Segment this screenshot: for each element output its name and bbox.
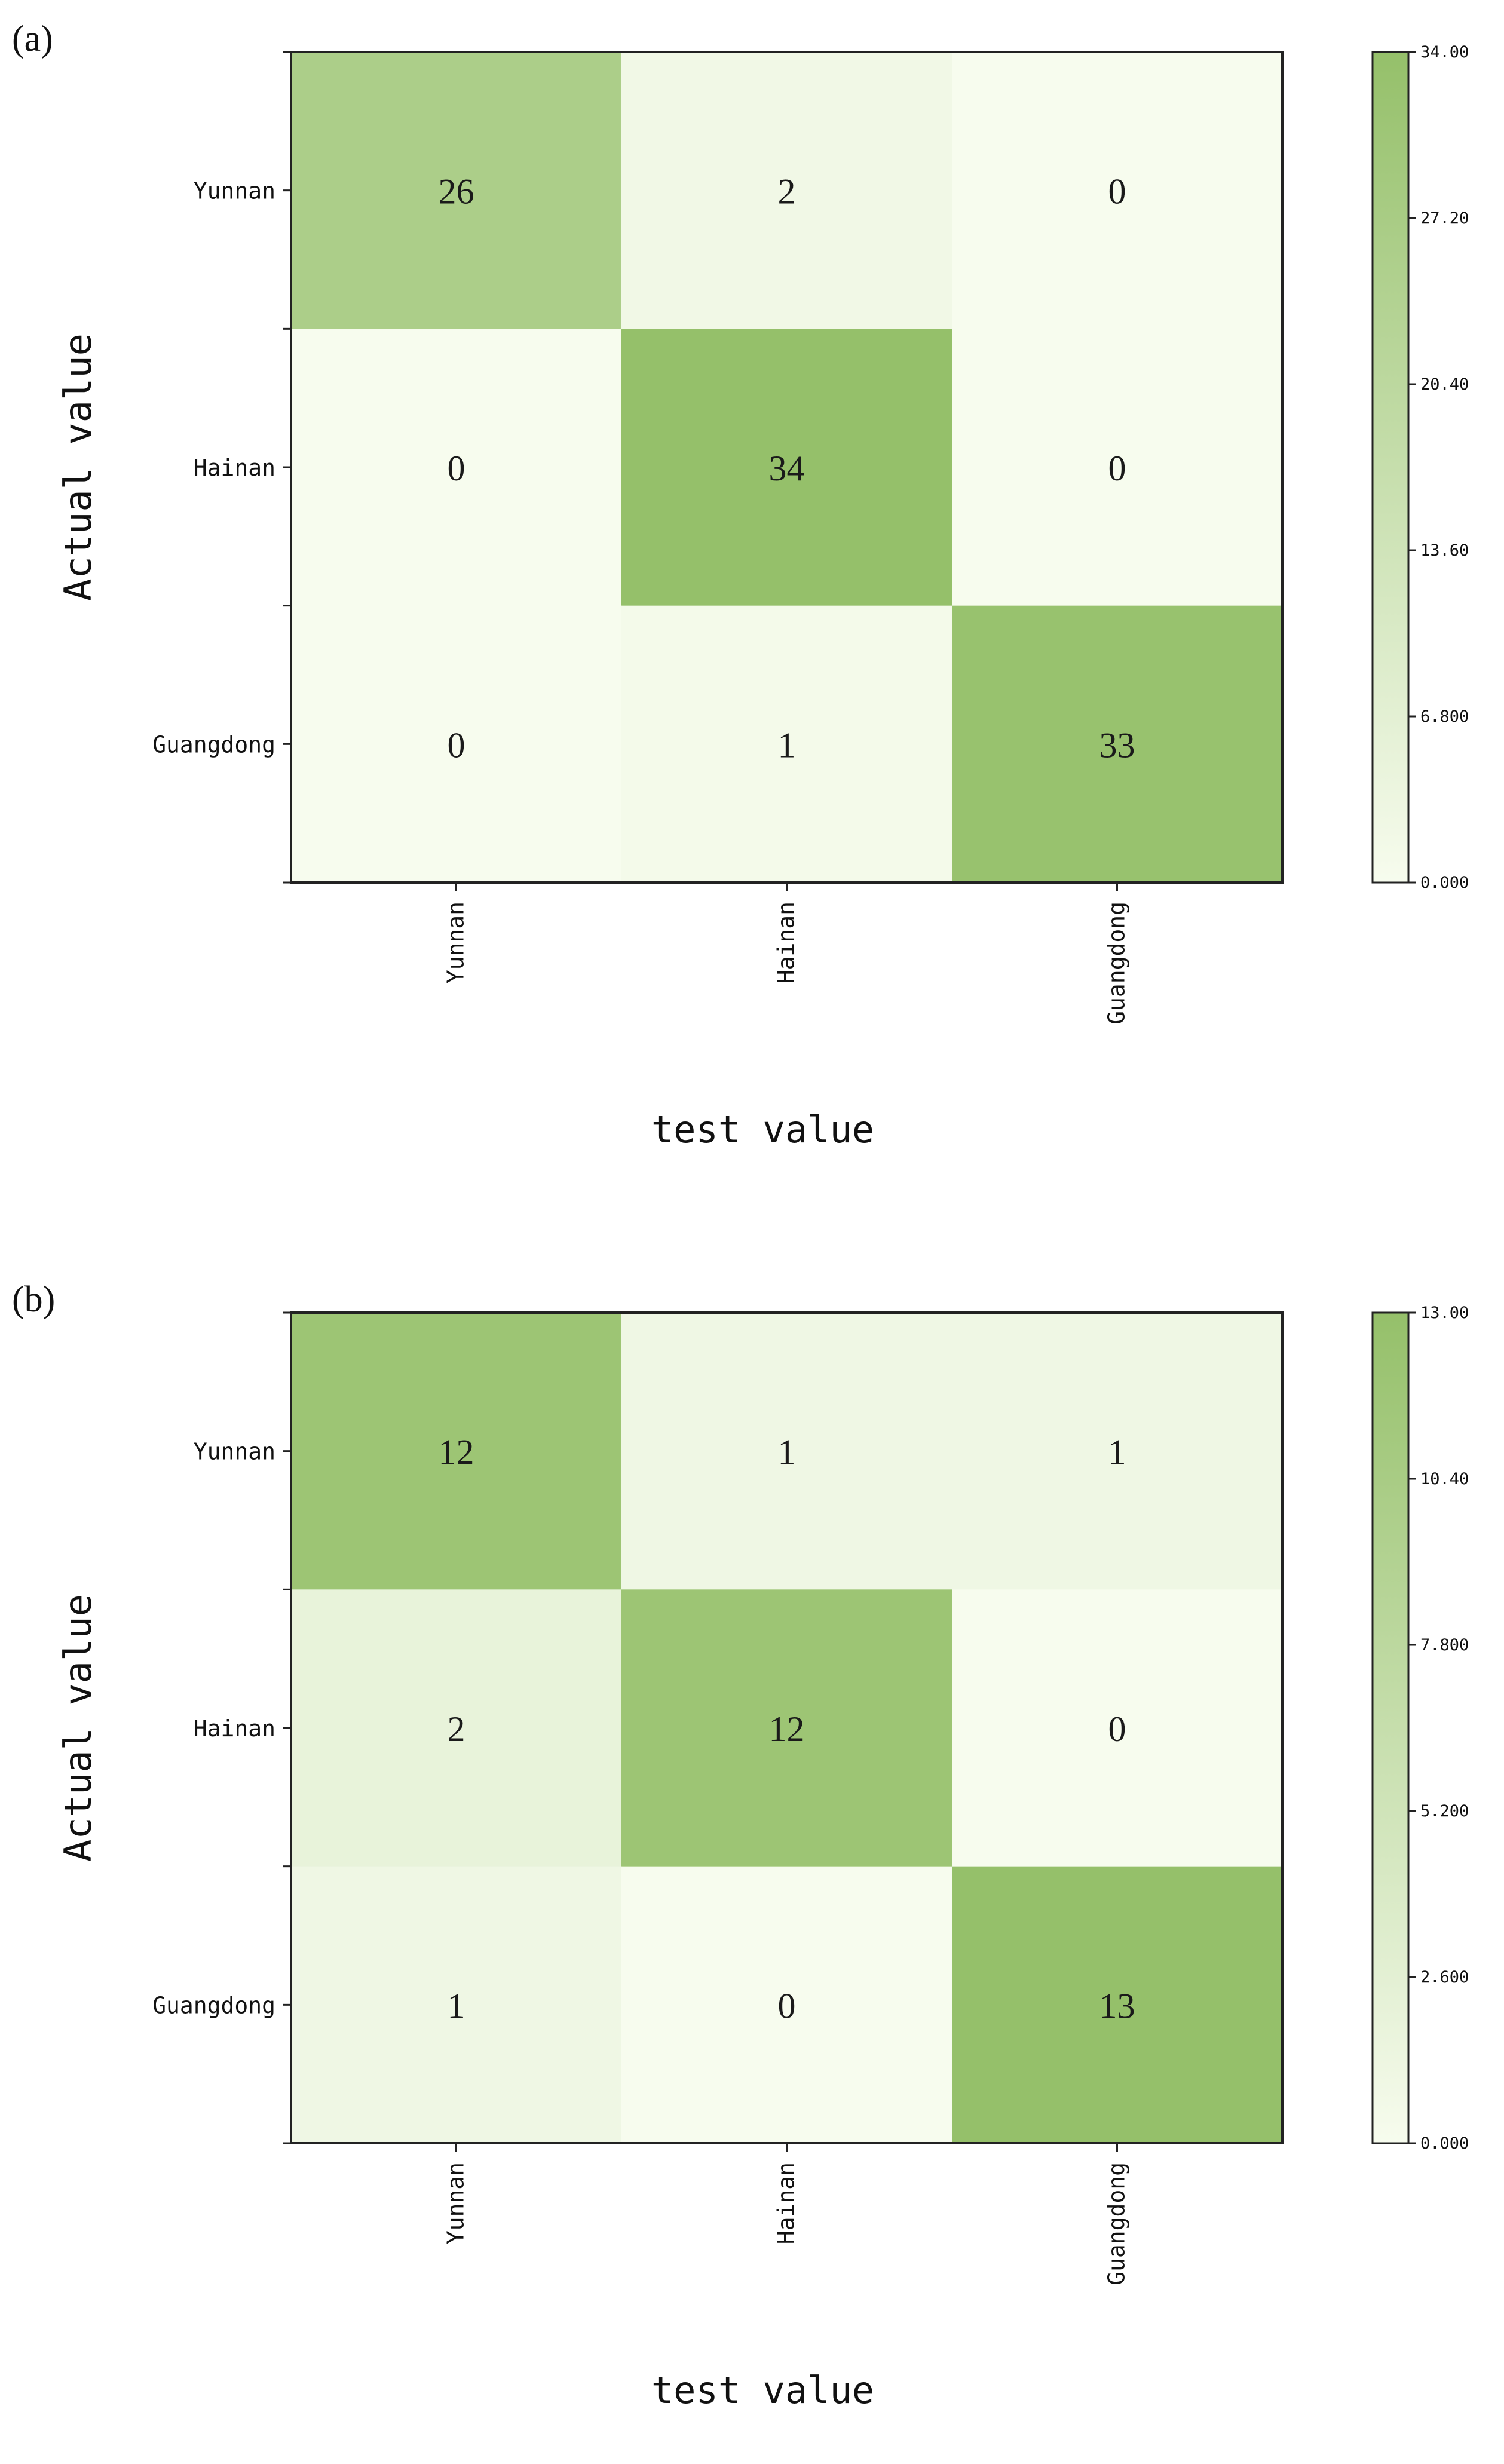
cell-value-label: 26: [439, 172, 474, 212]
cell-value-label: 0: [448, 725, 465, 765]
cell-value-label: 2: [448, 1709, 465, 1749]
y-tick-label: Yunnan: [194, 178, 275, 204]
colorbar-tick-label: 13.00: [1420, 1304, 1469, 1322]
heatmap-cell: [621, 1589, 952, 1867]
heatmap-cell: [621, 329, 952, 606]
colorbar-tick-label: 5.200: [1420, 1802, 1469, 1821]
cell-value-label: 1: [1108, 1433, 1126, 1472]
cell-value-label: 0: [1108, 172, 1126, 212]
heatmap-cell: [621, 52, 952, 329]
y-tick-label: Hainan: [194, 1715, 275, 1742]
cell-value-label: 12: [439, 1433, 474, 1472]
heatmap-cell: [291, 329, 622, 606]
heatmap-cell: [621, 1866, 952, 2144]
colorbar-tick-label: 2.600: [1420, 1968, 1469, 1987]
heatmap-cell: [291, 1866, 622, 2144]
chart-panel: (a) 26 2 0 0 34 0 0 1 33 Yunnan Hainan Guangdong Yunn…: [12, 19, 1469, 1151]
cell-value-label: 34: [769, 449, 805, 488]
x-axis-title: test value: [651, 1108, 874, 1151]
y-axis-title: Actual value: [56, 1594, 100, 1862]
heatmap-cell: [291, 605, 622, 883]
heatmap-cell: [621, 605, 952, 883]
cell-value-label: 33: [1099, 725, 1135, 765]
heatmap-cell: [952, 1313, 1283, 1590]
x-tick-label: Yunnan: [443, 902, 469, 983]
y-tick-label: Yunnan: [194, 1439, 275, 1465]
panel-label: (b): [12, 1279, 55, 1320]
heatmap-cell: [952, 52, 1283, 329]
heatmap-cell: [952, 1589, 1283, 1867]
cell-value-label: 1: [778, 725, 796, 765]
x-tick-label: Guangdong: [1104, 2162, 1130, 2285]
colorbar-tick-label: 0.000: [1420, 2134, 1469, 2153]
colorbar: [1371, 1311, 1410, 2144]
x-tick-label: Hainan: [773, 2162, 800, 2244]
heatmap-cell: [291, 1313, 622, 1590]
cell-value-label: 12: [769, 1709, 805, 1749]
cell-value-label: 0: [778, 1986, 796, 2025]
colorbar-tick-label: 10.40: [1420, 1470, 1469, 1488]
cell-value-label: 0: [1108, 1709, 1126, 1749]
colorbar: [1371, 51, 1410, 884]
heatmap-cell: [952, 1866, 1283, 2144]
x-axis-title: test value: [651, 2368, 874, 2412]
colorbar-tick-label: 13.60: [1420, 541, 1469, 560]
cell-value-label: 0: [1108, 449, 1126, 488]
colorbar-tick-label: 6.800: [1420, 707, 1469, 726]
heatmap-cell: [952, 329, 1283, 606]
y-tick-label: Hainan: [194, 455, 275, 481]
heatmap-cell: [291, 52, 622, 329]
x-tick-label: Hainan: [773, 902, 800, 983]
cell-value-label: 0: [448, 449, 465, 488]
y-axis-title: Actual value: [56, 333, 100, 601]
cell-value-label: 2: [778, 172, 796, 212]
heatmap-cell: [291, 1589, 622, 1867]
x-tick-label: Guangdong: [1104, 902, 1130, 1025]
chart-panel: (b)12 1 12 12 01 0 13YunnanHainanGuangdongYunn…: [12, 1279, 1469, 2412]
colorbar-tick-label: 27.20: [1420, 209, 1469, 228]
x-tick-label: Yunnan: [443, 2162, 469, 2244]
heatmap-cell: [621, 1313, 952, 1590]
y-tick-label: Guangdong: [152, 1992, 275, 2018]
colorbar-tick-label: 0.000: [1420, 874, 1469, 892]
cell-value-label: 13: [1099, 1986, 1135, 2025]
y-tick-label: Guangdong: [152, 731, 275, 758]
colorbar-tick-label: 34.00: [1420, 43, 1469, 62]
cell-value-label: 1: [778, 1433, 796, 1472]
colorbar-tick-label: 7.800: [1420, 1636, 1469, 1654]
colorbar-tick-label: 20.40: [1420, 375, 1469, 394]
heatmap-cell: [952, 605, 1283, 883]
panel-label: (a): [12, 19, 53, 59]
cell-value-label: 1: [448, 1986, 465, 2025]
